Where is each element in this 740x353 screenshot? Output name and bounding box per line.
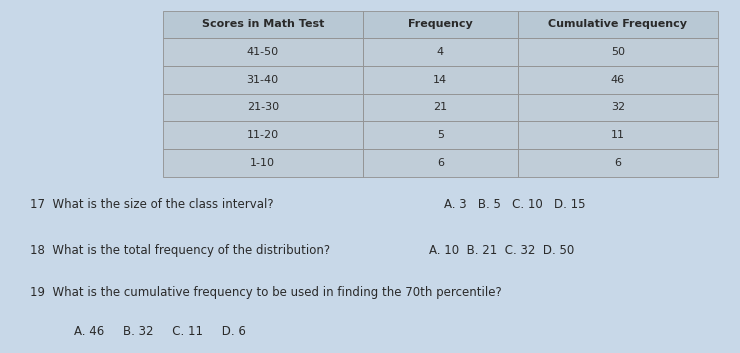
Bar [363, 66, 518, 94]
Bar [518, 121, 718, 149]
Text: 21: 21 [433, 102, 448, 112]
Bar [363, 149, 518, 176]
Text: Scores in Math Test: Scores in Math Test [201, 19, 324, 29]
Text: Cumulative Frequency: Cumulative Frequency [548, 19, 687, 29]
Text: 31-40: 31-40 [246, 75, 279, 85]
Text: 4: 4 [437, 47, 444, 57]
Text: A. 10  B. 21  C. 32  D. 50: A. 10 B. 21 C. 32 D. 50 [429, 244, 574, 257]
Text: 41-50: 41-50 [246, 47, 279, 57]
Text: A. 3   B. 5   C. 10   D. 15: A. 3 B. 5 C. 10 D. 15 [444, 198, 585, 211]
Text: 50: 50 [611, 47, 625, 57]
Bar [163, 38, 363, 66]
Bar [363, 94, 518, 121]
Text: 11: 11 [611, 130, 625, 140]
Bar [163, 11, 363, 38]
Text: 11-20: 11-20 [246, 130, 279, 140]
Text: 19  What is the cumulative frequency to be used in finding the 70th percentile?: 19 What is the cumulative frequency to b… [30, 287, 502, 299]
Bar [163, 149, 363, 176]
Text: 14: 14 [433, 75, 448, 85]
Text: 1-10: 1-10 [250, 158, 275, 168]
Text: 32: 32 [610, 102, 625, 112]
Bar [163, 94, 363, 121]
Text: 5: 5 [437, 130, 444, 140]
Text: Frequency: Frequency [408, 19, 473, 29]
Text: 21-30: 21-30 [246, 102, 279, 112]
Bar [518, 66, 718, 94]
Text: 17  What is the size of the class interval?: 17 What is the size of the class interva… [30, 198, 273, 211]
Bar [163, 121, 363, 149]
Text: 6: 6 [614, 158, 622, 168]
Text: 46: 46 [610, 75, 625, 85]
Bar [518, 149, 718, 176]
Bar [363, 11, 518, 38]
Bar [518, 94, 718, 121]
Bar [363, 121, 518, 149]
Bar [163, 66, 363, 94]
Bar [518, 11, 718, 38]
Text: A. 46     B. 32     C. 11     D. 6: A. 46 B. 32 C. 11 D. 6 [74, 325, 246, 338]
Text: 6: 6 [437, 158, 444, 168]
Bar [518, 38, 718, 66]
Bar [363, 38, 518, 66]
Text: 18  What is the total frequency of the distribution?: 18 What is the total frequency of the di… [30, 244, 330, 257]
